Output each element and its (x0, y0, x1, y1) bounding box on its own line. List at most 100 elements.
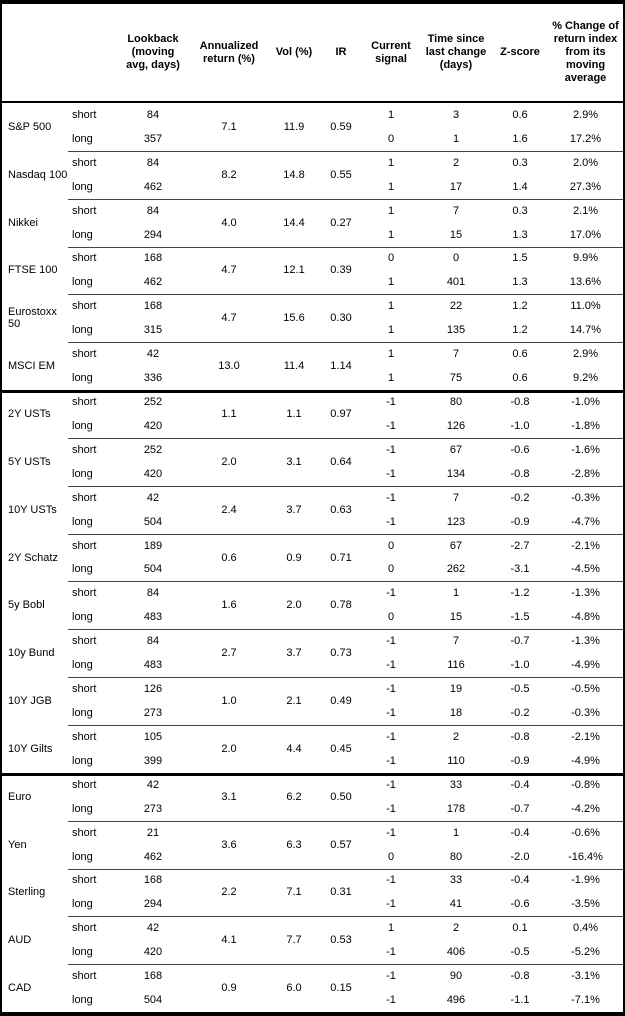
signal-short: 0 (387, 539, 395, 552)
pct-change-short: 0.4% (572, 922, 599, 935)
asset-name: 5y Bobl (8, 599, 45, 612)
time-since-long: 496 (446, 994, 466, 1007)
ir: 0.78 (330, 599, 352, 612)
ir: 0.39 (330, 264, 352, 277)
z-score-short: -0.5 (510, 683, 530, 696)
pct-change-long: -3.5% (571, 898, 600, 911)
signal-long: -1 (386, 515, 396, 528)
z-score-long: -0.7 (510, 802, 530, 815)
pct-change-long: 13.6% (569, 276, 602, 289)
z-score-short: 0.1 (512, 922, 528, 935)
asset-group: Eurostoxx 50 short long 168 315 4.7 15.6… (2, 294, 623, 342)
signal-long: 0 (387, 611, 395, 624)
vol: 2.0 (286, 599, 302, 612)
pct-change-short: -0.8% (571, 778, 600, 791)
header-ir: IR (335, 46, 347, 58)
pct-change-long: -5.2% (571, 946, 600, 959)
header-time-since: Time since last change (days) (425, 33, 487, 71)
z-score-long: -1.0 (510, 659, 530, 672)
header-z-score: Z-score (500, 46, 540, 58)
asset-group: Yen short long 21 462 3.6 6.3 0.57 -1 0 … (2, 820, 623, 869)
lookback-long: 462 (143, 276, 163, 289)
annualized-return: 2.0 (221, 742, 237, 755)
lookback-long: 420 (143, 467, 163, 480)
pct-change-short: 2.1% (572, 204, 599, 217)
ir: 0.64 (330, 455, 352, 468)
ir: 0.97 (330, 407, 352, 420)
signal-long: 1 (387, 372, 395, 385)
position-label-long: long (72, 611, 93, 624)
z-score-short: -0.4 (510, 826, 530, 839)
lookback-long: 399 (143, 754, 163, 767)
z-score-short: -0.4 (510, 874, 530, 887)
ir: 0.71 (330, 551, 352, 564)
position-label-short: short (72, 970, 97, 983)
vol: 14.8 (283, 168, 305, 181)
signal-long: 1 (387, 228, 395, 241)
signal-long: 0 (387, 132, 395, 145)
position-label-short: short (72, 443, 97, 456)
time-since-long: 17 (449, 180, 463, 193)
position-label-long: long (72, 132, 93, 145)
lookback-short: 126 (143, 683, 163, 696)
time-since-long: 135 (446, 324, 466, 337)
position-label-long: long (72, 707, 93, 719)
z-score-long: -0.8 (510, 467, 530, 480)
asset-group: Sterling short long 168 294 2.2 7.1 0.31… (2, 868, 623, 917)
annualized-return: 1.1 (221, 407, 237, 420)
ir: 0.15 (330, 982, 352, 995)
z-score-short: 0.6 (512, 108, 528, 121)
lookback-short: 168 (143, 252, 163, 265)
signal-long: 1 (387, 180, 395, 193)
lookback-long: 294 (143, 228, 163, 241)
asset-name: FTSE 100 (8, 264, 58, 277)
pct-change-short: -1.9% (571, 874, 600, 887)
position-label-long: long (72, 228, 93, 241)
z-score-long: -0.9 (510, 754, 530, 767)
pct-change-short: 2.0% (572, 156, 599, 169)
annualized-return: 7.1 (221, 120, 237, 133)
signal-short: -1 (386, 491, 396, 504)
annualized-return: 3.1 (221, 790, 237, 803)
pct-change-long: 27.3% (569, 180, 602, 193)
z-score-long: -1.5 (510, 611, 530, 624)
vol: 6.0 (286, 982, 302, 995)
time-since-short: 80 (449, 396, 463, 409)
signal-long: -1 (386, 754, 396, 767)
pct-change-long: -4.2% (571, 802, 600, 815)
signal-long: 0 (387, 563, 395, 576)
vol: 0.9 (286, 551, 302, 564)
asset-name: Yen (8, 838, 27, 851)
time-since-short: 1 (452, 826, 460, 839)
position-label-long: long (72, 946, 93, 959)
vol: 3.1 (286, 455, 302, 468)
asset-name: 10Y JGB (8, 695, 52, 708)
signal-long: -1 (386, 707, 396, 719)
position-label-long: long (72, 515, 93, 528)
z-score-long: -2.0 (510, 850, 530, 863)
signal-short: 1 (387, 108, 395, 121)
position-label-long: long (72, 754, 93, 767)
pct-change-long: -4.7% (571, 515, 600, 528)
time-since-short: 2 (452, 922, 460, 935)
annualized-return: 4.7 (221, 264, 237, 277)
pct-change-short: 2.9% (572, 108, 599, 121)
asset-group: Euro short long 42 273 3.1 6.2 0.50 -1 -… (2, 772, 623, 821)
lookback-long: 462 (143, 180, 163, 193)
header-annualized-return: Annualized return (%) (199, 39, 259, 65)
pct-change-long: -4.5% (571, 563, 600, 576)
z-score-long: 1.4 (512, 180, 528, 193)
time-since-long: 116 (447, 659, 465, 672)
pct-change-long: 17.0% (569, 228, 602, 241)
position-label-short: short (72, 778, 97, 791)
time-since-short: 67 (449, 443, 463, 456)
time-since-short: 7 (452, 635, 460, 648)
position-label-short: short (72, 300, 97, 313)
time-since-short: 1 (452, 587, 460, 600)
time-since-short: 33 (449, 778, 463, 791)
asset-group: 10y Bund short long 84 483 2.7 3.7 0.73 … (2, 629, 623, 677)
vol: 3.7 (286, 647, 302, 660)
lookback-long: 504 (143, 994, 163, 1007)
position-label-short: short (72, 635, 97, 648)
lookback-short: 168 (143, 970, 163, 983)
